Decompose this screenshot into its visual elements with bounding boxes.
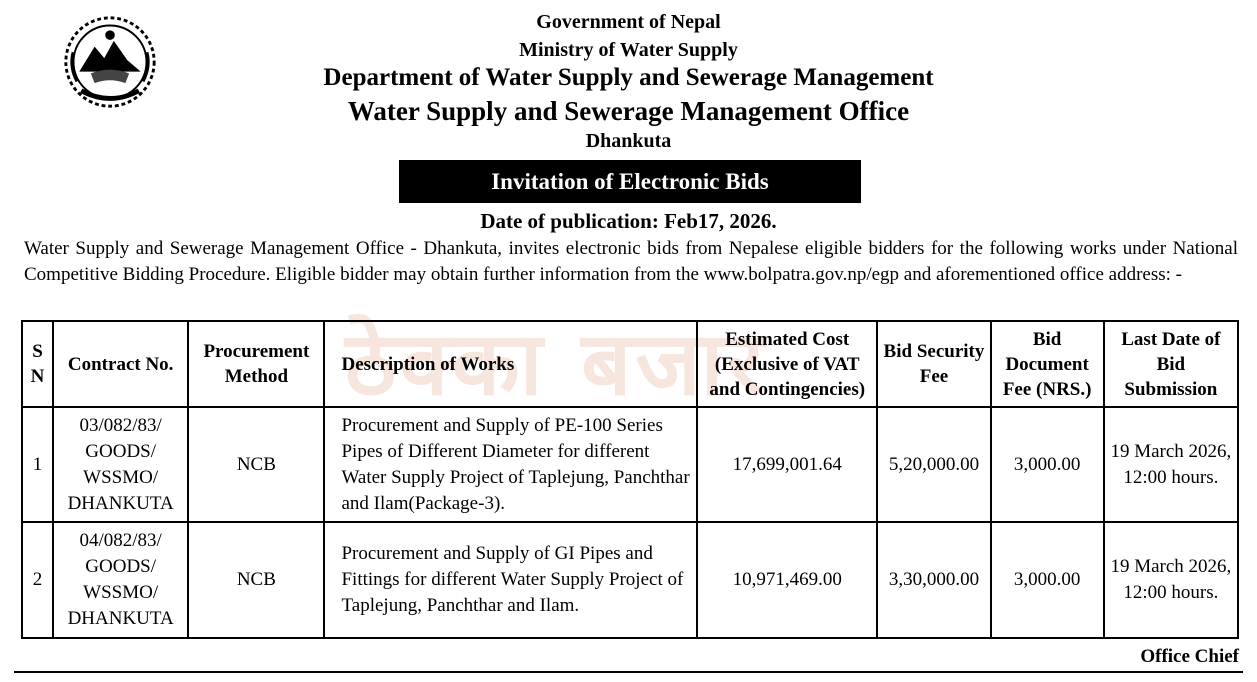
cell-method: NCB [187,521,326,639]
bottom-rule [14,671,1243,673]
cell-cost: 10,971,469.00 [696,521,879,639]
cell-contract: 03/082/83/ GOODS/ WSSMO/ DHANKUTA [52,406,190,523]
header-location: Dhankuta [585,130,672,152]
cell-security: 3,30,000.00 [876,521,992,639]
signoff: Office Chief [1140,646,1239,667]
table-row: 1 03/082/83/ GOODS/ WSSMO/ DHANKUTA NCB … [20,406,1240,523]
header-ministry: Ministry of Water Supply [519,39,738,61]
table-row: 2 04/082/83/ GOODS/ WSSMO/ DHANKUTA NCB … [20,521,1240,639]
cell-security: 5,20,000.00 [876,406,992,523]
cell-sn: 1 [20,406,55,523]
cell-method: NCB [187,406,326,523]
header-office: Water Supply and Sewerage Management Off… [347,96,910,126]
col-header-method: Procurement Method [187,320,326,408]
nepal-emblem-icon [64,16,156,108]
cell-cost: 17,699,001.64 [696,406,879,523]
bids-table: S N Contract No. Procurement Method Desc… [20,320,1240,639]
intro-office: Water Supply and Sewerage Management Off… [24,238,424,259]
publication-date: Date of publication: Feb17, 2026. [480,209,777,233]
col-header-description: Description of Works [323,320,699,408]
intro-text: Dhankuta, invites electronic bids from N… [24,238,1239,285]
notice-title-banner: Invitation of Electronic Bids [399,160,861,203]
col-header-contract: Contract No. [52,320,190,408]
cell-docfee: 3,000.00 [989,521,1105,639]
cell-lastdate: 19 March 2026, 12:00 hours. [1102,406,1240,523]
col-header-sn: S N [20,320,55,408]
cell-description: Procurement and Supply of PE-100 Series … [323,406,699,523]
intro-paragraph: Water Supply and Sewerage Management Off… [24,236,1238,288]
header-department: Department of Water Supply and Sewerage … [323,64,934,91]
col-header-cost: Estimated Cost (Exclusive of VAT and Con… [696,320,879,408]
cell-contract: 04/082/83/ GOODS/ WSSMO/ DHANKUTA [52,521,190,639]
table-header-row: S N Contract No. Procurement Method Desc… [20,320,1240,408]
cell-lastdate: 19 March 2026, 12:00 hours. [1102,521,1240,639]
header-government: Government of Nepal [536,11,721,33]
col-header-docfee: Bid Document Fee (NRS.) [989,320,1105,408]
col-header-lastdate: Last Date of Bid Submission [1102,320,1240,408]
cell-docfee: 3,000.00 [989,406,1105,523]
cell-sn: 2 [20,521,55,639]
cell-description: Procurement and Supply of GI Pipes and F… [323,521,699,639]
col-header-security: Bid Security Fee [876,320,992,408]
